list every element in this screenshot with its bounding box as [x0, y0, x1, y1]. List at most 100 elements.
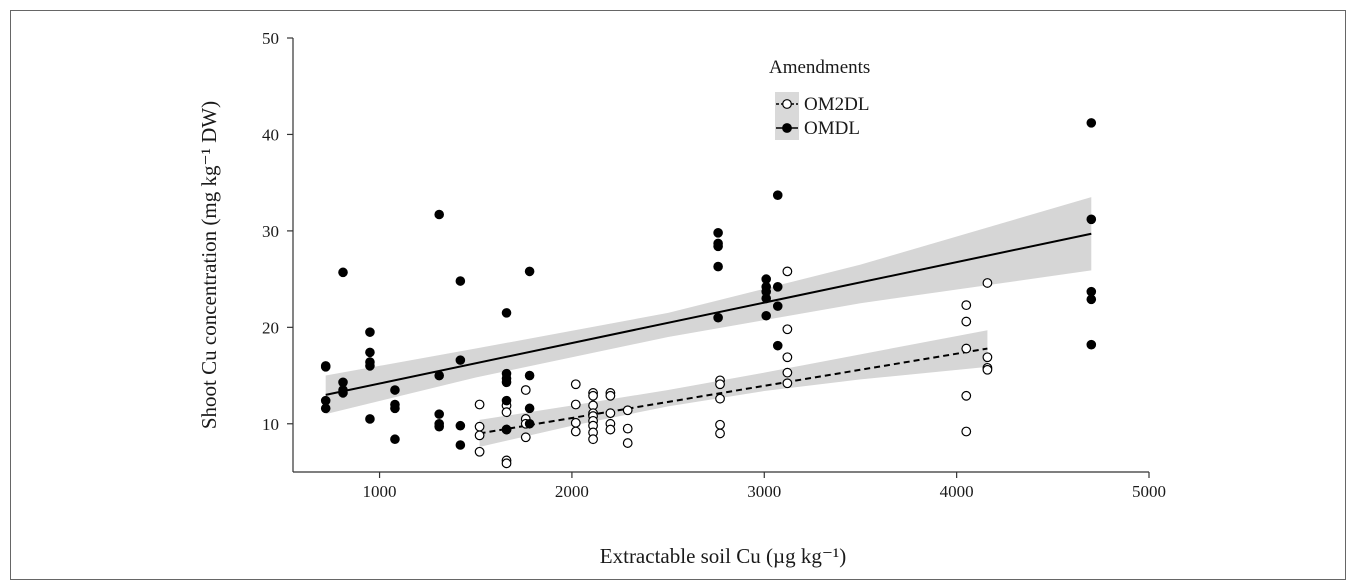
point-omdl	[338, 388, 348, 398]
point-omdl	[320, 362, 331, 372]
point-omdl	[524, 403, 535, 414]
x-tick-label: 5000	[1132, 482, 1166, 501]
point-omdl	[1086, 118, 1097, 128]
point-om2dl	[982, 278, 993, 288]
y-tick-label: 40	[262, 125, 279, 144]
point-om2dl	[782, 378, 793, 389]
point-om2dl	[605, 408, 616, 419]
point-omdl	[390, 434, 400, 445]
point-om2dl	[605, 424, 616, 435]
point-omdl	[524, 266, 535, 277]
confidence-band-omdl	[325, 197, 1092, 415]
point-omdl	[434, 209, 444, 220]
fit-line-om2dl	[479, 347, 988, 435]
confidence-bands	[325, 197, 1092, 447]
point-omdl	[434, 421, 444, 432]
point-omdl	[772, 340, 783, 351]
point-om2dl	[715, 379, 725, 390]
point-omdl	[761, 293, 772, 304]
point-omdl	[524, 370, 535, 381]
y-tick-label: 50	[262, 29, 279, 48]
point-omdl	[713, 261, 723, 272]
point-omdl	[455, 355, 466, 365]
point-omdl	[1086, 339, 1097, 350]
point-omdl	[434, 409, 444, 419]
point-om2dl	[961, 300, 972, 311]
x-tick-label: 1000	[363, 482, 397, 501]
confidence-band-om2dl	[479, 330, 988, 447]
point-om2dl	[588, 434, 598, 445]
point-om2dl	[501, 407, 512, 418]
point-omdl	[365, 414, 375, 424]
legend-title: Amendments	[769, 57, 870, 78]
y-tick-label: 10	[262, 415, 279, 434]
point-omdl	[713, 228, 723, 238]
y-tick-label: 30	[262, 222, 279, 241]
point-om2dl	[961, 316, 972, 327]
y-axis-ticks: 10 20 30 40 50	[262, 29, 293, 434]
point-omdl	[761, 310, 772, 321]
point-omdl	[365, 327, 375, 337]
point-om2dl	[622, 423, 633, 434]
point-omdl	[524, 418, 535, 429]
regression-lines	[325, 232, 1092, 435]
y-axis-title: Shoot Cu concentration (mg kg⁻¹ DW)	[197, 101, 221, 429]
point-om2dl	[622, 438, 633, 448]
point-omdl	[713, 241, 723, 252]
fit-line-omdl	[325, 232, 1092, 396]
x-axis-ticks: 1000 2000 3000 4000 5000	[363, 472, 1166, 501]
point-om2dl	[501, 458, 512, 469]
point-omdl	[365, 347, 375, 358]
axes	[292, 38, 1149, 473]
point-omdl	[455, 420, 466, 431]
point-omdl	[772, 282, 783, 292]
point-omdl	[338, 267, 348, 278]
legend-entries: OM2DL OMDL	[776, 94, 869, 139]
point-om2dl	[605, 390, 616, 401]
point-om2dl	[715, 428, 725, 439]
point-om2dl	[961, 390, 972, 401]
point-om2dl	[961, 426, 972, 437]
point-omdl	[501, 395, 512, 406]
point-omdl	[1086, 214, 1097, 225]
point-om2dl	[474, 399, 485, 410]
point-om2dl	[782, 367, 793, 378]
point-omdl	[772, 190, 783, 201]
x-axis-title: Extractable soil Cu (µg kg⁻¹)	[600, 544, 846, 568]
point-omdl	[501, 308, 512, 318]
x-tick-label: 3000	[747, 482, 781, 501]
legend-entry-omdl: OMDL	[776, 118, 860, 139]
point-om2dl	[474, 430, 485, 441]
point-om2dl	[570, 417, 581, 428]
point-om2dl	[474, 446, 485, 457]
point-omdl	[1086, 294, 1097, 305]
point-om2dl	[570, 379, 581, 390]
point-om2dl	[715, 419, 725, 430]
legend: Amendments OM2DL OMDL	[769, 57, 870, 140]
point-om2dl	[782, 352, 793, 363]
x-tick-label: 4000	[940, 482, 974, 501]
point-omdl	[390, 385, 400, 395]
point-om2dl	[474, 421, 485, 432]
point-om2dl	[570, 426, 581, 437]
point-omdl	[320, 403, 331, 414]
figure-frame: 1000 2000 3000 4000 5000 10 20 30 40 50 Extracta…	[10, 10, 1346, 580]
data-points	[320, 118, 1097, 469]
legend-label-omdl: OMDL	[804, 118, 860, 139]
point-om2dl	[782, 266, 793, 277]
point-om2dl	[520, 385, 531, 395]
point-om2dl	[622, 405, 633, 416]
scatter-chart: 1000 2000 3000 4000 5000 10 20 30 40 50 Extracta…	[197, 29, 1166, 568]
x-tick-label: 2000	[555, 482, 589, 501]
point-om2dl	[982, 364, 993, 375]
point-omdl	[434, 370, 444, 381]
point-om2dl	[982, 352, 993, 363]
point-om2dl	[588, 390, 598, 401]
point-omdl	[713, 312, 723, 323]
point-om2dl	[961, 343, 972, 354]
point-omdl	[772, 301, 783, 311]
legend-entry-om2dl: OM2DL	[776, 94, 869, 115]
point-omdl	[365, 361, 375, 371]
point-om2dl	[715, 393, 725, 404]
legend-label-om2dl: OM2DL	[804, 94, 869, 115]
